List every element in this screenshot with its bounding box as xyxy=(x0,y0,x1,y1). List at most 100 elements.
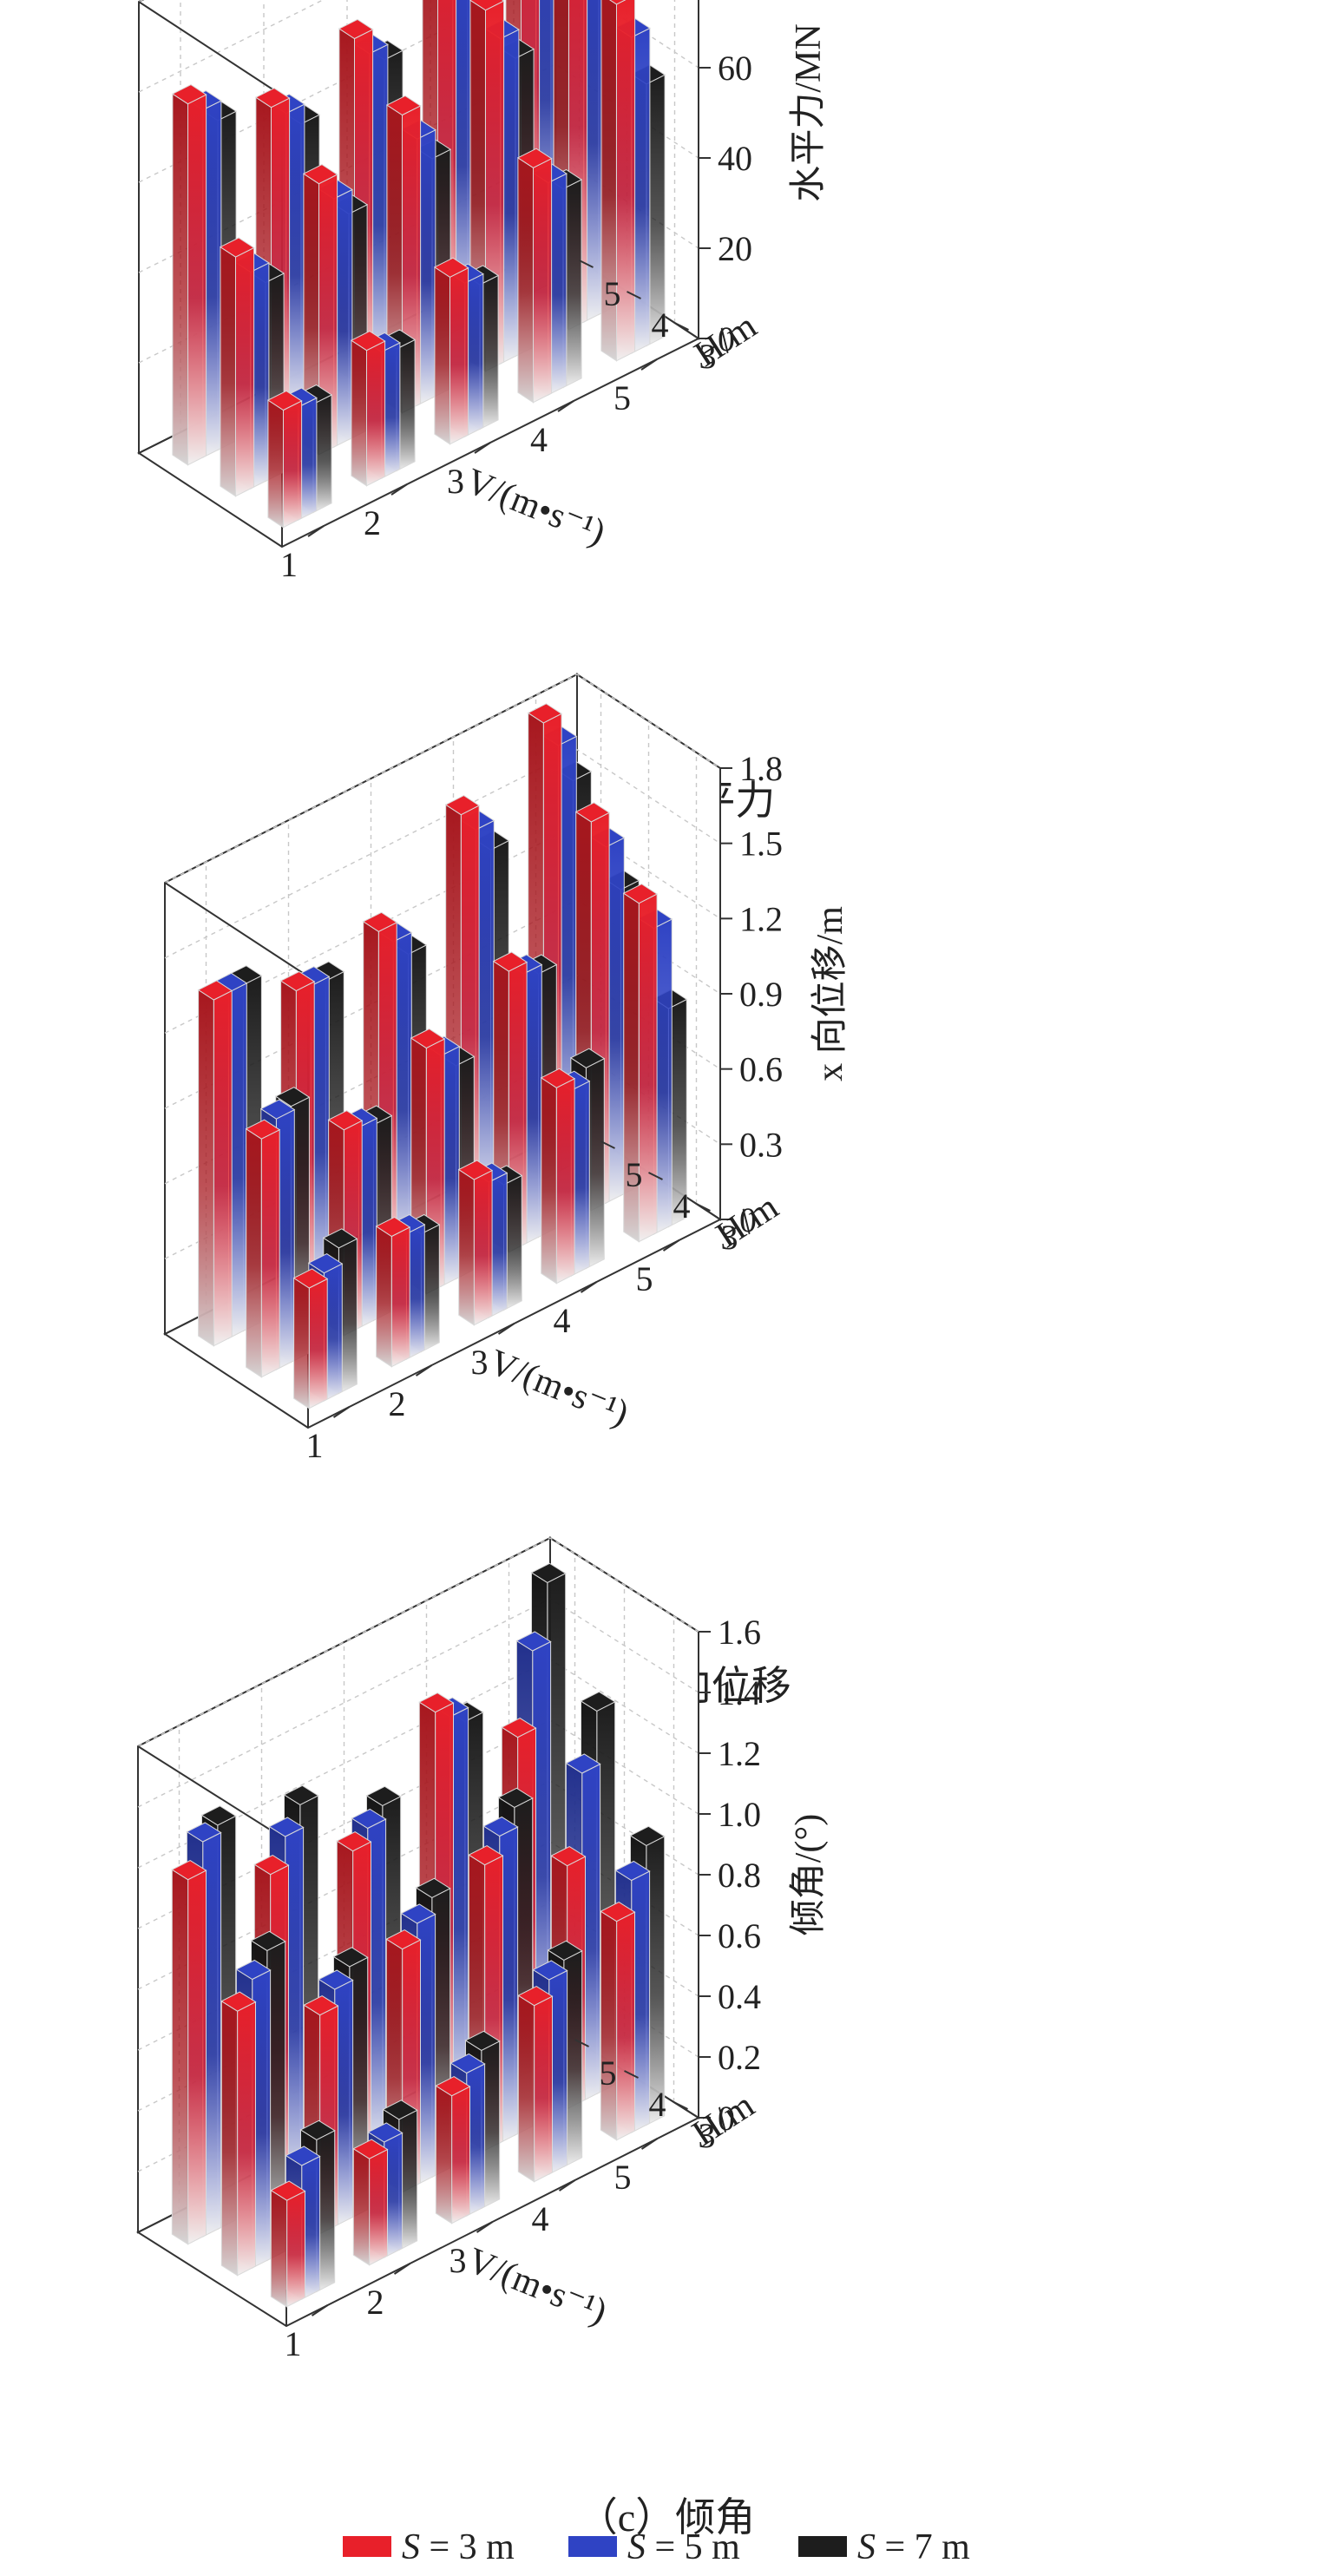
bar-H3-V5-S3 xyxy=(600,0,636,362)
bar-H4-V1-S3 xyxy=(220,1991,257,2277)
z-tick-label-1: 0.2 xyxy=(718,2038,761,2077)
bar-top xyxy=(492,951,528,972)
bar-top xyxy=(569,1048,606,1068)
bar-top xyxy=(382,2100,418,2120)
z-tick-label-7: 1.4 xyxy=(718,1673,761,1712)
bar-top xyxy=(235,1959,272,1981)
x-tick-0 xyxy=(311,2304,329,2316)
x-tick-label-0: 1 xyxy=(306,1426,324,1465)
y-tick-label-0: 3 xyxy=(699,337,717,376)
bar-side xyxy=(434,266,450,445)
z-tick-label-2: 40 xyxy=(718,139,752,178)
bar-side xyxy=(517,1994,535,2183)
bar-top xyxy=(283,1784,319,1805)
z-tick-label-3: 0.6 xyxy=(718,1916,761,1955)
bar-side xyxy=(198,989,214,1347)
bar-side xyxy=(435,2085,453,2224)
x-tick-label-2: 3 xyxy=(449,2241,467,2280)
bar-top xyxy=(352,2139,389,2159)
bar-top xyxy=(457,1160,494,1180)
z-axis-title: 倾角/(°) xyxy=(789,1814,829,1935)
bar-top xyxy=(415,1877,451,1898)
z-tick-label-6: 1.2 xyxy=(718,1734,761,1773)
bar-top xyxy=(197,980,233,1001)
bar-H3-V5-S3 xyxy=(622,884,659,1243)
z-axis: 0 0.2 0.4 0.6 0.8 1.0 1.2 1.4 1.6 倾角/(°) xyxy=(698,1613,829,2138)
bar-top xyxy=(292,1268,329,1289)
bar-top xyxy=(219,237,255,258)
z-tick-label-4: 0.8 xyxy=(718,1856,761,1895)
bar-top xyxy=(318,1969,354,1990)
bar-H3-V5-S3 xyxy=(600,1902,636,2141)
bar-front xyxy=(237,2001,256,2277)
z-tick-label-4: 1.2 xyxy=(739,899,783,938)
bars xyxy=(171,1562,666,2308)
bar-top xyxy=(609,0,627,5)
top-edge-left xyxy=(137,1745,287,1841)
bar-top xyxy=(266,390,303,411)
x-tick-label-4: 5 xyxy=(636,1259,653,1298)
bar-side xyxy=(172,93,188,466)
x-tick-label-3: 4 xyxy=(532,2199,549,2238)
bar-top xyxy=(515,1631,552,1652)
bar-top xyxy=(327,1110,364,1131)
bar-front xyxy=(533,157,553,404)
y-tick-label-2: 5 xyxy=(604,274,621,313)
y-tick-2 xyxy=(574,2039,589,2047)
bar-top xyxy=(565,1753,601,1774)
bar-top xyxy=(385,95,422,116)
bar-front xyxy=(187,94,207,466)
legend-swatch-S7 xyxy=(798,2536,847,2557)
top-edge-left xyxy=(138,1,283,96)
x-axis-title: V/(m•s⁻¹) xyxy=(460,461,610,553)
bar-top xyxy=(482,1816,519,1837)
bar-top xyxy=(375,1216,411,1238)
z-tick-label-0: 0 xyxy=(739,1200,757,1239)
x-tick-3 xyxy=(557,400,574,412)
y-tick-label-1: 4 xyxy=(673,1186,691,1226)
bar-side xyxy=(246,1127,262,1378)
bar-front xyxy=(451,2086,470,2224)
x-tick-4 xyxy=(640,2138,659,2150)
bar-front xyxy=(534,1995,553,2183)
grid-z-5 xyxy=(164,748,721,959)
bar-top xyxy=(468,1845,504,1866)
bar-front xyxy=(187,1870,207,2245)
bar-top xyxy=(279,970,316,992)
z-tick-label-1: 20 xyxy=(718,229,752,268)
z-tick-label-1: 0.3 xyxy=(739,1125,783,1164)
bar-H5-V1-S3 xyxy=(171,84,207,466)
bar-top xyxy=(259,1099,296,1120)
bar-top xyxy=(516,148,553,168)
bar-top xyxy=(302,164,338,185)
z-axis-title: 水平力/MN xyxy=(789,23,829,201)
x-tick-1 xyxy=(390,483,408,496)
bar-top xyxy=(600,1902,636,1922)
bar-front xyxy=(283,400,303,529)
x-tick-3 xyxy=(558,2179,576,2192)
x-tick-1 xyxy=(393,2263,411,2275)
legend-item-S5: S = 5 m xyxy=(568,2527,740,2567)
y-tick-1 xyxy=(627,291,641,299)
bar-top xyxy=(367,2122,404,2143)
y-tick-label-2: 5 xyxy=(600,2054,617,2093)
bar-top xyxy=(200,1805,237,1826)
grid-z-8 xyxy=(137,1537,699,1747)
bar-H3-V2-S3 xyxy=(350,331,386,487)
bar-side xyxy=(376,1225,392,1368)
bar-top xyxy=(322,1228,358,1249)
grid-z-6 xyxy=(164,674,721,884)
bar-front xyxy=(555,1077,575,1285)
bar-top xyxy=(410,1028,446,1049)
bar-front xyxy=(449,266,469,445)
bar-top xyxy=(574,802,611,823)
bar-front xyxy=(369,2148,388,2266)
z-tick-label-6: 1.8 xyxy=(739,749,783,788)
bar-top xyxy=(362,911,398,932)
z-tick-label-2: 0.6 xyxy=(739,1050,783,1089)
bar-top xyxy=(285,2146,321,2166)
legend: S = 3 m S = 5 m S = 7 m xyxy=(343,2527,970,2567)
x-tick-label-4: 5 xyxy=(614,378,631,417)
bar-H5-V1-S3 xyxy=(197,980,233,1347)
